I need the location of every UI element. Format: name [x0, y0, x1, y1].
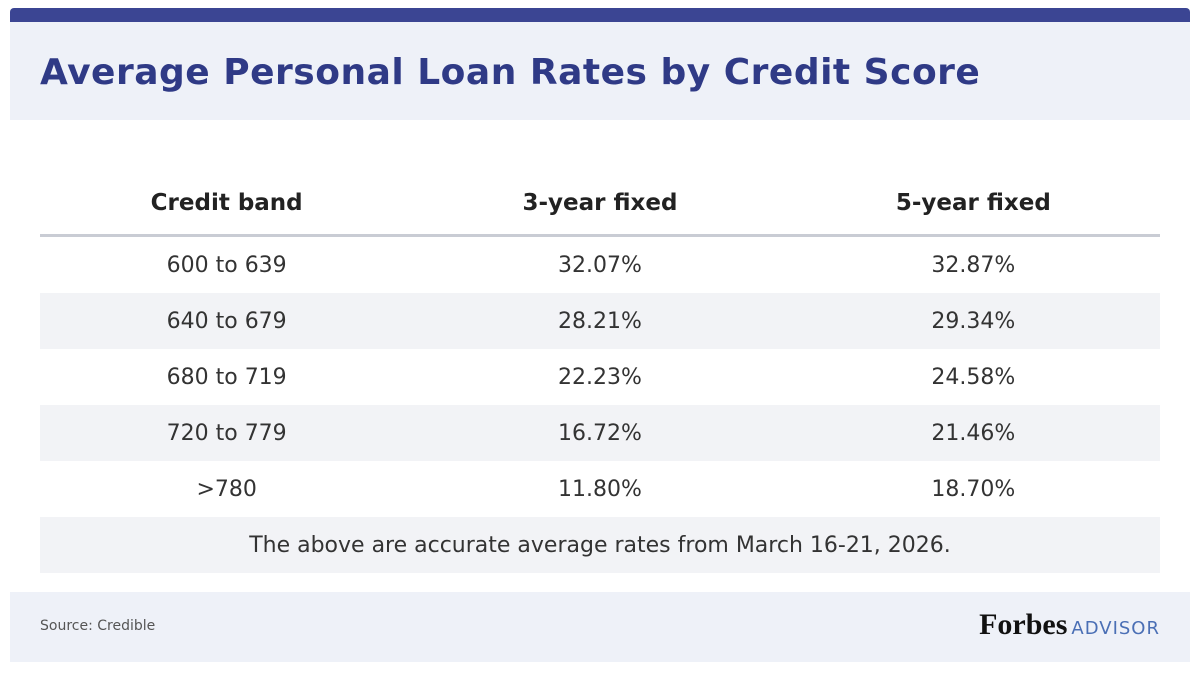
table-cell: 21.46%	[931, 420, 1016, 446]
table-cell: >780	[196, 476, 257, 502]
table-row: 720 to 779 16.72% 21.46%	[40, 405, 1160, 461]
column-header: 5-year fixed	[895, 190, 1051, 216]
table-row: 640 to 679 28.21% 29.34%	[40, 293, 1160, 349]
top-bar	[10, 8, 1190, 22]
table-cell: 720 to 779	[166, 420, 287, 446]
table-row: 600 to 639 32.07% 32.87%	[40, 237, 1160, 293]
table-cell: 22.23%	[558, 364, 642, 390]
rates-table: Credit band 3-year fixed 5-year fixed 600 t…	[40, 172, 1160, 573]
table-note: The above are accurate average rates fro…	[40, 517, 1160, 573]
header-row: Credit band 3-year fixed 5-year fixed	[40, 172, 1160, 237]
table-cell: 24.58%	[931, 364, 1016, 390]
brand-suffix: ADVISOR	[1071, 618, 1160, 639]
brand-name: Forbes	[979, 608, 1068, 641]
column-header: 3-year fixed	[522, 190, 678, 216]
source: Source: Credible	[40, 618, 156, 634]
table-cell: 32.87%	[931, 252, 1016, 278]
table-cell: 680 to 719	[166, 364, 287, 390]
table-cell: 32.07%	[558, 252, 642, 278]
table-cell: 600 to 639	[166, 252, 287, 278]
header: Average Personal Loan Rates by Credit Sc…	[10, 22, 1190, 120]
title: Average Personal Loan Rates by Credit Sc…	[40, 52, 981, 93]
brand: Forbes ADVISOR	[979, 608, 1160, 642]
footer: Source: Credible Forbes ADVISOR	[10, 592, 1190, 662]
table-cell: 640 to 679	[166, 308, 287, 334]
table-cell: 16.72%	[558, 420, 642, 446]
table-cell: 18.70%	[931, 476, 1016, 502]
table-cell: 28.21%	[558, 308, 642, 334]
table-row: >780 11.80% 18.70%	[40, 461, 1160, 517]
table-row: 680 to 719 22.23% 24.58%	[40, 349, 1160, 405]
table-cell: 11.80%	[558, 476, 642, 502]
table-cell: 29.34%	[931, 308, 1016, 334]
column-header: Credit band	[150, 190, 303, 216]
